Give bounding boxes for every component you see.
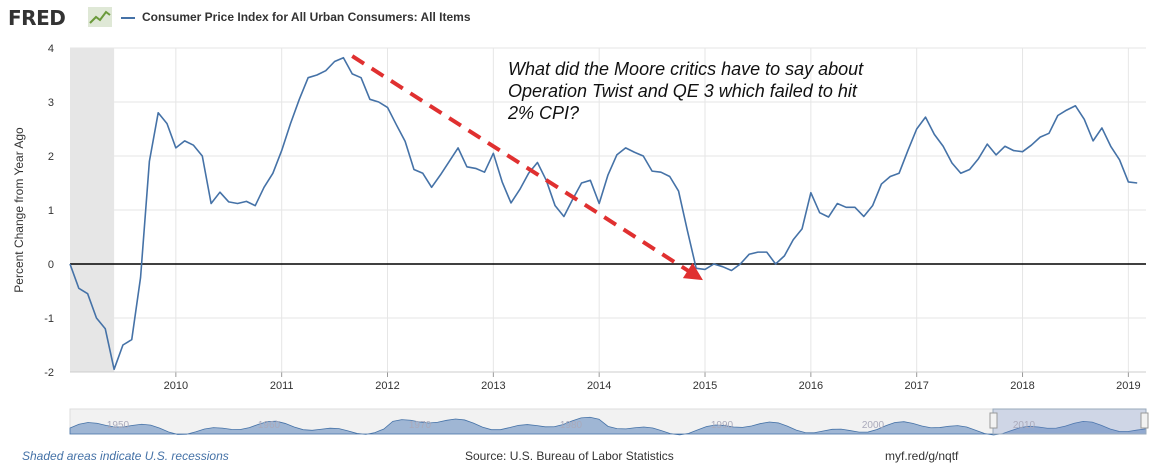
x-tick-label: 2017: [904, 380, 928, 392]
navigator-year-label: 1970: [409, 420, 432, 431]
y-tick-label: 3: [48, 97, 54, 109]
short-url[interactable]: myf.red/g/nqtf: [885, 449, 959, 463]
source-text: Source: U.S. Bureau of Labor Statistics: [465, 449, 674, 463]
x-tick-label: 2010: [164, 380, 188, 392]
cpi-series-line: [69, 56, 1138, 371]
fred-logo-chart-icon: [88, 7, 112, 27]
x-tick-label: 2011: [270, 380, 294, 392]
legend-series-title[interactable]: Consumer Price Index for All Urban Consu…: [142, 10, 471, 24]
y-tick-label: 4: [48, 43, 54, 55]
navigator-year-label: 1990: [711, 420, 734, 431]
y-tick-label: -2: [44, 367, 54, 379]
navigator-year-label: 2010: [1013, 420, 1036, 431]
cpi-line-chart: -2 -1 0 1 2 3 4 2010 2011 2012 2013 2014 2015 2016 201…: [12, 43, 1149, 436]
y-tick-label: -1: [44, 313, 54, 325]
navigator-handle-left[interactable]: [989, 412, 998, 429]
x-tick-label: 2013: [481, 380, 505, 392]
x-tick-label: 2016: [799, 380, 823, 392]
y-tick-label: 1: [48, 205, 54, 217]
navigator-year-label: 1980: [560, 420, 583, 431]
annotation-arrow-head: [682, 262, 703, 281]
chart-header: FRED Consumer Price Index for All Urban …: [0, 0, 1162, 36]
navigator-handle-right[interactable]: [1140, 412, 1149, 429]
x-tick-label: 2012: [375, 380, 399, 392]
y-tick-label: 2: [48, 151, 54, 163]
navigator-year-label: 2000: [862, 420, 885, 431]
navigator-history-area: [69, 416, 1147, 436]
legend-series-swatch: [121, 17, 135, 19]
x-tick-label: 2019: [1116, 380, 1140, 392]
annotation-text: What did the Moore critics have to say a…: [508, 59, 864, 123]
y-axis-label: Percent Change from Year Ago: [12, 127, 26, 293]
fred-logo[interactable]: FRED: [8, 6, 66, 30]
y-tick-label: 0: [48, 259, 54, 271]
x-tick-label: 2015: [693, 380, 717, 392]
navigator-year-label: 1950: [107, 420, 130, 431]
navigator-year-label: 1960: [258, 420, 281, 431]
recession-note[interactable]: Shaded areas indicate U.S. recessions: [22, 449, 229, 463]
x-tick-label: 2014: [587, 380, 611, 392]
x-tick-label: 2018: [1010, 380, 1034, 392]
